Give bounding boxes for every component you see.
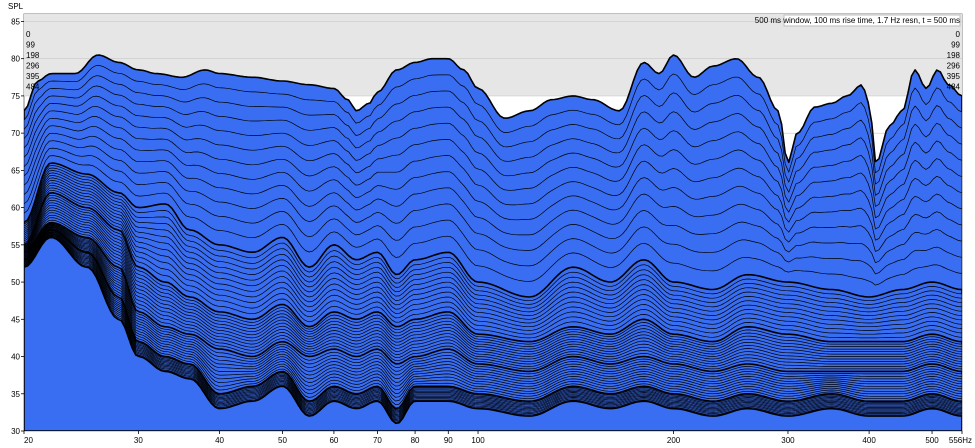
time-label: 484 — [947, 83, 961, 92]
y-tick-label: 45 — [11, 315, 20, 324]
waterfall-slice-484 — [24, 236, 962, 431]
y-tick-label: 80 — [11, 55, 20, 64]
y-tick-label: 60 — [11, 204, 20, 213]
time-label: 395 — [947, 72, 961, 81]
x-tick-label: 80 — [411, 436, 420, 445]
time-label: 395 — [26, 72, 40, 81]
x-tick-label: 100 — [471, 436, 485, 445]
x-tick-label: 500 — [925, 436, 939, 445]
time-label: 0 — [26, 30, 31, 39]
x-tick-label: 20 — [24, 436, 33, 445]
y-tick-label: 85 — [11, 17, 20, 26]
axis-layer: 30 35 40 45 50 55 60 65 70 75 80 85 20 30 40 50 60 70 80 90… — [11, 17, 972, 445]
time-label: 198 — [947, 51, 961, 60]
time-label: 99 — [951, 41, 960, 50]
x-tick-label: 50 — [278, 436, 287, 445]
time-label: 484 — [26, 83, 40, 92]
y-tick-label: 35 — [11, 390, 20, 399]
x-tick-label: 30 — [134, 436, 143, 445]
time-label: 0 — [956, 30, 961, 39]
x-tick-label: 60 — [329, 436, 338, 445]
y-tick-label: 70 — [11, 129, 20, 138]
time-label: 99 — [26, 41, 35, 50]
time-label: 296 — [947, 62, 961, 71]
y-tick-label: 75 — [11, 92, 20, 101]
y-tick-label: 40 — [11, 353, 20, 362]
x-tick-label: 556Hz — [949, 436, 972, 445]
info-text: 500 ms window, 100 ms rise time, 1.7 Hz … — [755, 16, 960, 25]
waterfall-slice-interp — [24, 228, 962, 431]
y-axis-label: SPL — [8, 2, 24, 11]
time-label: 198 — [26, 51, 40, 60]
series-layer — [24, 54, 962, 431]
x-tick-label: 40 — [215, 436, 224, 445]
x-tick-label: 200 — [667, 436, 681, 445]
x-tick-label: 90 — [444, 436, 453, 445]
y-tick-label: 55 — [11, 241, 20, 250]
info-box: 500 ms window, 100 ms rise time, 1.7 Hz … — [755, 14, 961, 27]
y-tick-label: 50 — [11, 278, 20, 287]
x-tick-label: 70 — [373, 436, 382, 445]
y-tick-label: 65 — [11, 166, 20, 175]
time-label: 296 — [26, 62, 40, 71]
x-tick-label: 400 — [862, 436, 876, 445]
x-tick-label: 300 — [781, 436, 795, 445]
y-tick-label: 30 — [11, 427, 20, 436]
